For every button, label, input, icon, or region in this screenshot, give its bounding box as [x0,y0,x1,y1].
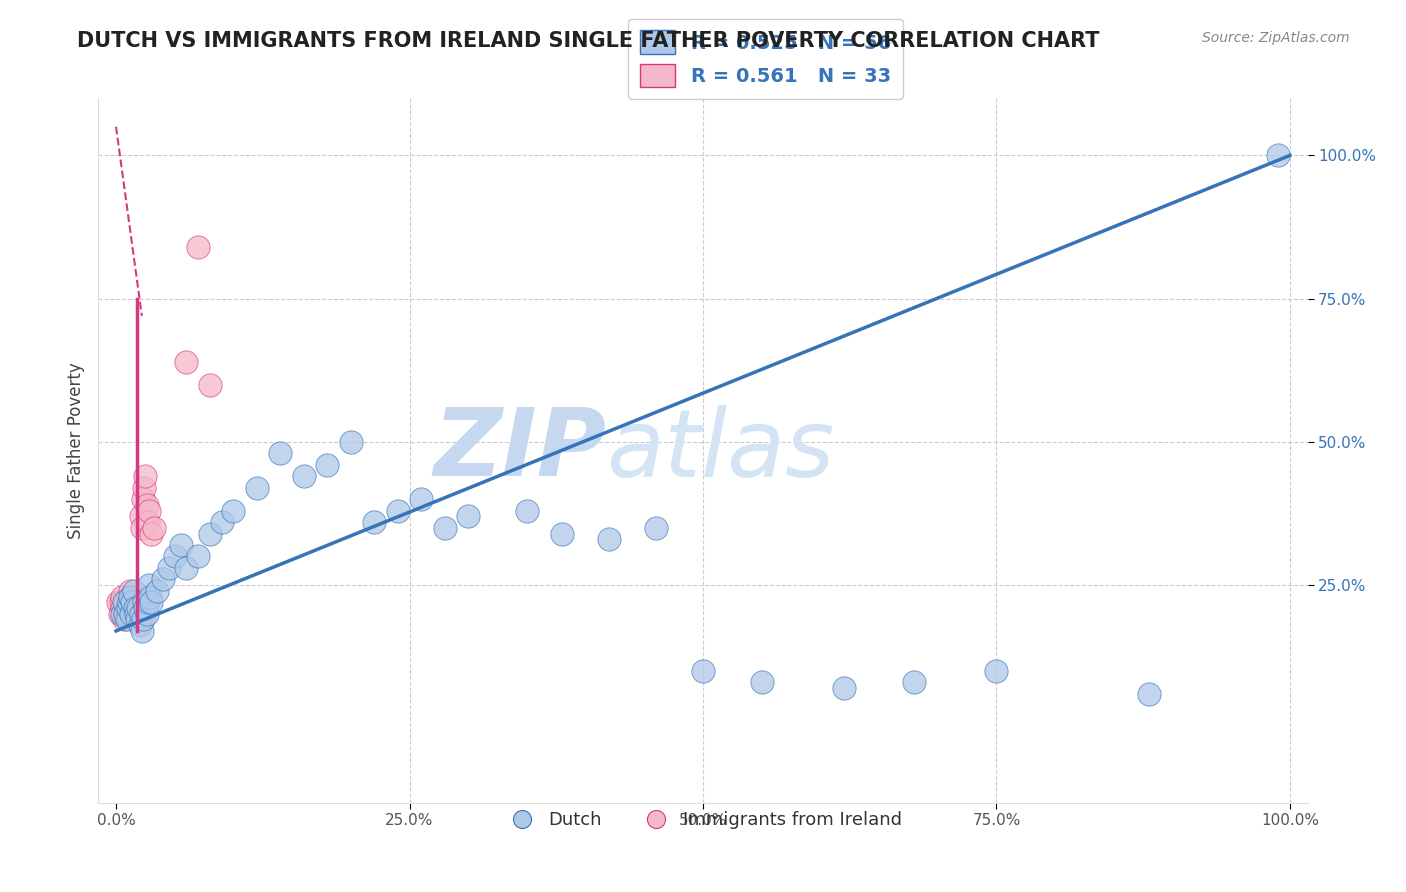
Text: Source: ZipAtlas.com: Source: ZipAtlas.com [1202,31,1350,45]
Point [107,595,129,609]
Point [127,612,149,626]
Point [114,595,136,609]
Point [132,492,155,507]
Point [1267,148,1289,162]
Point [136,515,159,529]
Point [141,526,163,541]
Text: ZIP: ZIP [433,404,606,497]
Point [176,354,198,368]
Point [152,573,174,587]
Point [176,561,198,575]
Point [129,509,152,524]
Point [122,583,145,598]
Y-axis label: Single Father Poverty: Single Father Poverty [66,362,84,539]
Point [903,675,925,690]
Point [169,538,191,552]
Point [986,664,1008,678]
Point [187,240,209,254]
Point [832,681,855,696]
Point [141,595,163,609]
Point [111,607,134,621]
Point [136,595,159,609]
Point [128,618,150,632]
Point [551,526,574,541]
Point [124,601,146,615]
Point [110,595,132,609]
Point [292,469,315,483]
Point [138,503,160,517]
Point [118,595,141,609]
Point [127,595,149,609]
Point [316,458,339,472]
Point [120,590,142,604]
Point [112,595,135,609]
Point [135,607,157,621]
Point [127,601,149,615]
Point [120,607,142,621]
Point [269,446,291,460]
Point [340,434,363,449]
Point [387,503,409,517]
Point [433,521,456,535]
Point [112,612,135,626]
Point [751,675,773,690]
Point [125,612,148,626]
Point [129,607,152,621]
Point [139,590,162,604]
Point [142,521,165,535]
Point [146,583,169,598]
Point [122,601,145,615]
Point [114,607,136,621]
Point [115,612,138,626]
Point [134,595,156,609]
Point [111,590,134,604]
Point [134,601,156,615]
Point [111,601,134,615]
Point [363,515,385,529]
Point [125,607,148,621]
Point [120,590,142,604]
Point [598,533,620,547]
Point [211,515,233,529]
Point [121,595,143,609]
Point [457,509,479,524]
Point [131,624,153,638]
Point [222,503,245,517]
Point [108,607,131,621]
Point [134,481,156,495]
Point [124,607,146,621]
Text: atlas: atlas [606,405,835,496]
Point [128,607,150,621]
Point [198,377,221,392]
Point [117,601,139,615]
Legend: Dutch, Immigrants from Ireland: Dutch, Immigrants from Ireland [496,804,910,836]
Point [187,549,209,564]
Text: DUTCH VS IMMIGRANTS FROM IRELAND SINGLE FATHER POVERTY CORRELATION CHART: DUTCH VS IMMIGRANTS FROM IRELAND SINGLE … [77,31,1099,51]
Point [112,607,135,621]
Point [516,503,538,517]
Point [246,481,269,495]
Point [163,549,186,564]
Point [118,595,141,609]
Point [117,607,139,621]
Point [1137,687,1160,701]
Point [138,578,160,592]
Point [134,469,156,483]
Point [121,595,143,609]
Point [132,612,155,626]
Point [198,526,221,541]
Point [120,583,142,598]
Point [115,601,138,615]
Point [131,521,153,535]
Point [127,601,149,615]
Point [692,664,714,678]
Point [645,521,668,535]
Point [135,498,157,512]
Point [411,492,433,507]
Point [157,561,180,575]
